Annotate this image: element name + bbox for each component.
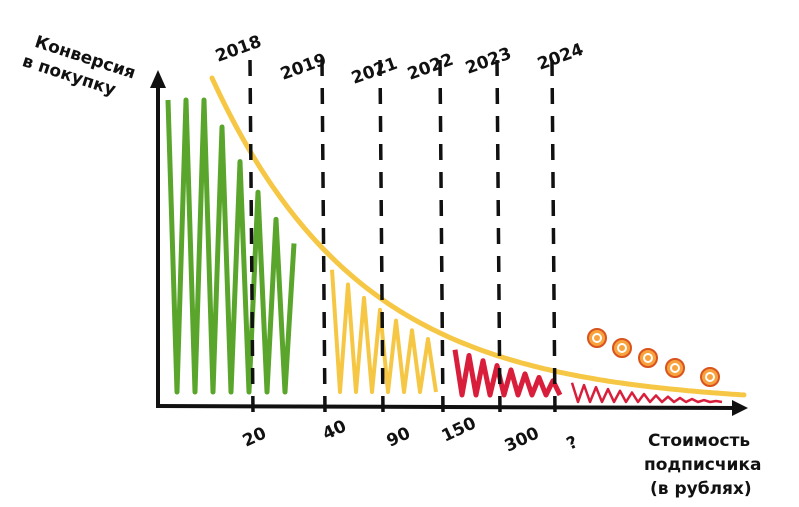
price-label: 300: [502, 423, 543, 456]
coin-mark: [617, 343, 627, 353]
coin: [587, 328, 607, 348]
x-arrow: [732, 400, 748, 416]
coin: [612, 338, 632, 358]
year-label: 2023: [463, 44, 514, 79]
x-label-line: (в рублях): [650, 479, 752, 499]
price-label: 40: [320, 416, 350, 444]
year-label: 2024: [535, 40, 586, 75]
year-label: 2019: [278, 50, 329, 85]
zigzags: [165, 97, 723, 404]
coins: [587, 328, 720, 387]
zigzag: [452, 349, 563, 398]
coin-mark: [643, 353, 653, 363]
divider: [550, 59, 557, 416]
divider: [438, 59, 445, 416]
coin: [700, 367, 720, 387]
year-label: 2018: [213, 32, 264, 67]
price-label: 90: [384, 423, 414, 451]
year-label: 2022: [405, 50, 456, 85]
price-label: 20: [240, 423, 270, 451]
divider: [378, 59, 385, 416]
conversion-curve: [209, 75, 747, 398]
x-label-line: Стоимость: [648, 431, 750, 451]
divider: [248, 59, 255, 416]
coin: [638, 348, 658, 368]
price-label: 150: [439, 413, 480, 446]
price-label: ?: [564, 432, 581, 454]
coin-mark: [670, 363, 680, 373]
x-label-line: подписчика: [644, 455, 761, 475]
y-label: Конверсия в покупку: [20, 32, 138, 100]
coin: [665, 358, 685, 378]
divider: [320, 59, 327, 416]
x-axis: [155, 404, 739, 410]
year-label: 2021: [349, 54, 400, 89]
divider: [495, 59, 502, 416]
zigzag: [165, 97, 297, 395]
coin-mark: [705, 372, 715, 382]
zigzag: [570, 382, 723, 404]
x-label: Стоимость подписчика (в рублях): [644, 431, 761, 499]
y-arrow: [150, 70, 166, 88]
coin-mark: [592, 333, 602, 343]
